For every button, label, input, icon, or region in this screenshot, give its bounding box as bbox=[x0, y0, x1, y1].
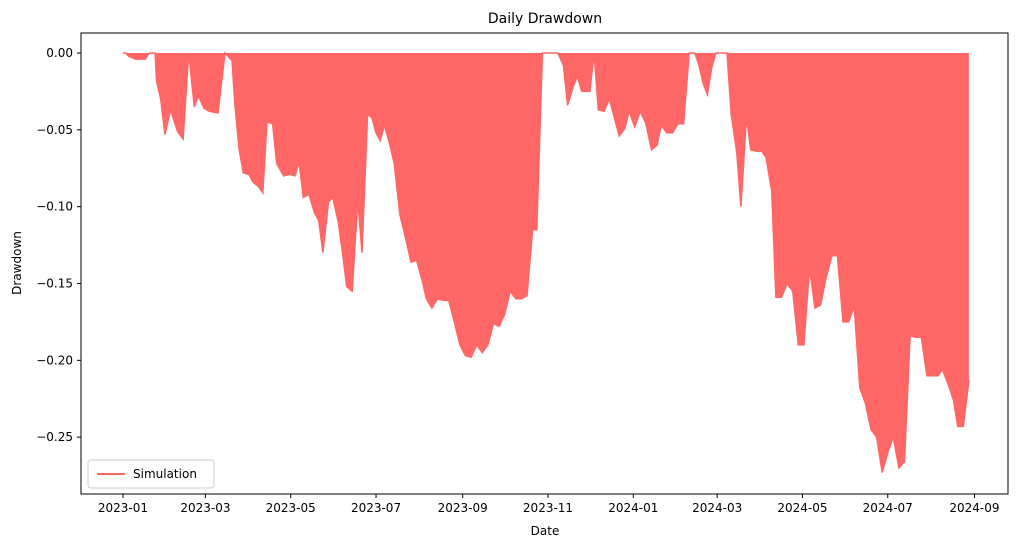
x-tick-label: 2023-09 bbox=[438, 501, 488, 515]
y-tick-label: −0.05 bbox=[36, 123, 73, 137]
area-layer bbox=[122, 53, 969, 473]
x-tick-label: 2023-07 bbox=[351, 501, 401, 515]
y-axis-ticks: 0.00 −0.05 −0.10 −0.15 −0.20 −0.25 bbox=[36, 46, 81, 444]
drawdown-area-simulation bbox=[122, 53, 969, 473]
legend: Simulation bbox=[87, 459, 215, 489]
x-tick-label: 2023-05 bbox=[266, 501, 316, 515]
y-tick-label: 0.00 bbox=[46, 46, 73, 60]
y-tick-label: −0.25 bbox=[36, 430, 73, 444]
y-tick-label: −0.15 bbox=[36, 276, 73, 290]
y-tick-label: −0.20 bbox=[36, 353, 73, 367]
x-tick-label: 2023-03 bbox=[180, 501, 230, 515]
legend-label-simulation: Simulation bbox=[133, 467, 197, 481]
plot-frame bbox=[80, 32, 1009, 495]
x-tick-label: 2024-01 bbox=[608, 501, 658, 515]
line-layer bbox=[122, 51, 970, 473]
x-tick-label: 2024-05 bbox=[777, 501, 827, 515]
x-tick-label: 2024-07 bbox=[863, 501, 913, 515]
x-tick-label: 2023-11 bbox=[523, 501, 573, 515]
x-axis-ticks: 2023-01 2023-03 2023-05 2023-07 2023-09 2023-… bbox=[98, 494, 1000, 515]
y-tick-label: −0.10 bbox=[36, 200, 73, 214]
chart-title: Daily Drawdown bbox=[488, 11, 602, 27]
drawdown-line-simulation bbox=[122, 51, 970, 473]
x-tick-label: 2024-03 bbox=[692, 501, 742, 515]
x-tick-label: 2023-01 bbox=[98, 501, 148, 515]
y-axis-label: Drawdown bbox=[10, 231, 24, 295]
legend-box bbox=[87, 459, 215, 489]
x-tick-label: 2024-09 bbox=[949, 501, 999, 515]
x-axis-label: Date bbox=[531, 524, 560, 538]
